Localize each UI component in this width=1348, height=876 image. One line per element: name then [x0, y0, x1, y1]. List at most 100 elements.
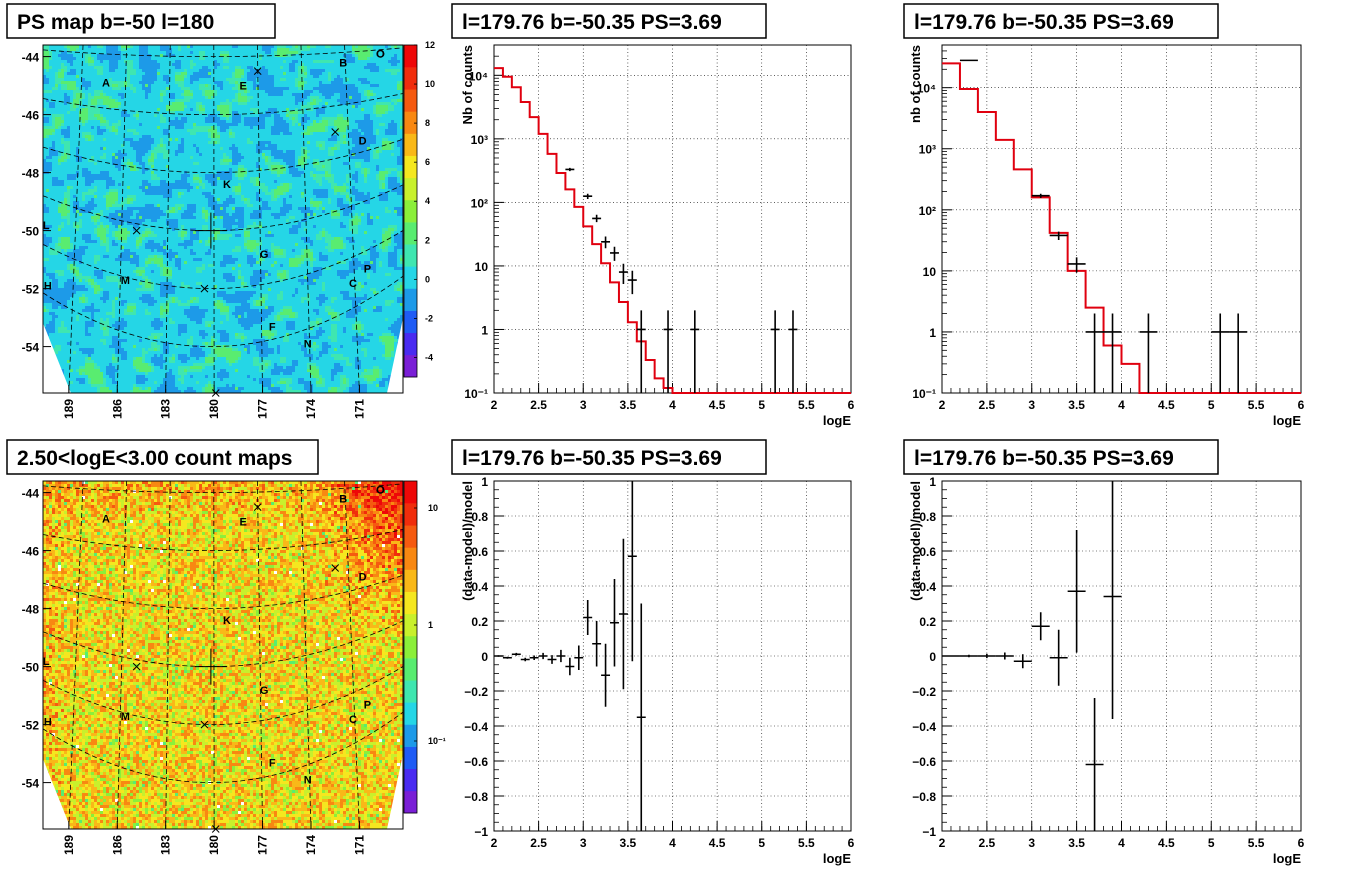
map-pixel — [97, 69, 100, 72]
map-pixel — [46, 81, 49, 84]
map-pixel — [394, 81, 397, 84]
map-pixel — [163, 114, 166, 117]
map-pixel — [115, 69, 118, 72]
map-pixel — [184, 126, 187, 129]
map-pixel — [187, 135, 190, 138]
map-pixel — [286, 138, 289, 141]
map-pixel — [73, 120, 76, 123]
map-pixel — [73, 63, 76, 66]
map-pixel — [136, 66, 139, 69]
map-pixel — [340, 111, 343, 114]
map-pixel — [91, 102, 94, 105]
map-pixel — [304, 57, 307, 60]
map-pixel — [163, 87, 166, 90]
map-pixel — [166, 117, 169, 120]
map-pixel — [256, 96, 259, 99]
map-pixel — [202, 108, 205, 111]
map-pixel — [157, 69, 160, 72]
map-pixel — [115, 117, 118, 120]
map-pixel — [325, 129, 328, 132]
map-pixel — [394, 51, 397, 54]
map-pixel — [319, 66, 322, 69]
map-pixel — [121, 75, 124, 78]
map-pixel — [64, 81, 67, 84]
map-pixel — [232, 72, 235, 75]
map-pixel — [331, 75, 334, 78]
map-pixel — [397, 99, 400, 102]
map-pixel — [49, 129, 52, 132]
map-pixel — [100, 60, 103, 63]
map-pixel — [142, 129, 145, 132]
map-pixel — [277, 117, 280, 120]
map-pixel — [355, 90, 358, 93]
map-pixel — [379, 117, 382, 120]
map-pixel — [199, 108, 202, 111]
map-pixel — [223, 66, 226, 69]
map-pixel — [325, 141, 328, 144]
map-pixel — [331, 123, 334, 126]
map-pixel — [331, 120, 334, 123]
map-pixel — [277, 75, 280, 78]
map-pixel — [220, 66, 223, 69]
map-pixel — [226, 135, 229, 138]
map-pixel — [49, 144, 52, 147]
map-pixel — [220, 132, 223, 135]
map-pixel — [349, 81, 352, 84]
map-pixel — [205, 141, 208, 144]
map-pixel — [310, 60, 313, 63]
map-pixel — [160, 126, 163, 129]
map-pixel — [328, 48, 331, 51]
map-pixel — [55, 114, 58, 117]
map-pixel — [85, 63, 88, 66]
map-pixel — [154, 90, 157, 93]
map-pixel — [46, 141, 49, 144]
map-pixel — [310, 117, 313, 120]
map-pixel — [220, 138, 223, 141]
map-pixel — [55, 69, 58, 72]
map-pixel — [52, 84, 55, 87]
map-pixel — [259, 126, 262, 129]
map-pixel — [280, 123, 283, 126]
map-pixel — [235, 96, 238, 99]
map-pixel — [112, 84, 115, 87]
map-pixel — [280, 90, 283, 93]
map-pixel — [349, 84, 352, 87]
map-pixel — [85, 111, 88, 114]
map-pixel — [142, 60, 145, 63]
map-pixel — [235, 120, 238, 123]
map-pixel — [64, 90, 67, 93]
map-pixel — [73, 93, 76, 96]
map-pixel — [73, 51, 76, 54]
map-pixel — [247, 108, 250, 111]
map-pixel — [64, 120, 67, 123]
map-pixel — [367, 141, 370, 144]
map-pixel — [367, 69, 370, 72]
map-pixel — [358, 123, 361, 126]
map-pixel — [265, 105, 268, 108]
map-pixel — [175, 102, 178, 105]
map-pixel — [160, 123, 163, 126]
map-pixel — [136, 117, 139, 120]
map-pixel — [205, 99, 208, 102]
map-pixel — [106, 66, 109, 69]
map-pixel — [61, 90, 64, 93]
map-pixel — [175, 75, 178, 78]
map-pixel — [253, 51, 256, 54]
map-pixel — [286, 126, 289, 129]
map-pixel — [316, 117, 319, 120]
map-pixel — [292, 90, 295, 93]
map-pixel — [202, 102, 205, 105]
map-pixel — [313, 93, 316, 96]
map-pixel — [289, 60, 292, 63]
map-pixel — [160, 105, 163, 108]
map-pixel — [397, 60, 400, 63]
map-pixel — [361, 84, 364, 87]
map-pixel — [247, 57, 250, 60]
map-pixel — [103, 129, 106, 132]
map-pixel — [136, 81, 139, 84]
map-pixel — [157, 60, 160, 63]
map-pixel — [130, 72, 133, 75]
map-pixel — [214, 135, 217, 138]
map-pixel — [64, 87, 67, 90]
map-pixel — [298, 63, 301, 66]
